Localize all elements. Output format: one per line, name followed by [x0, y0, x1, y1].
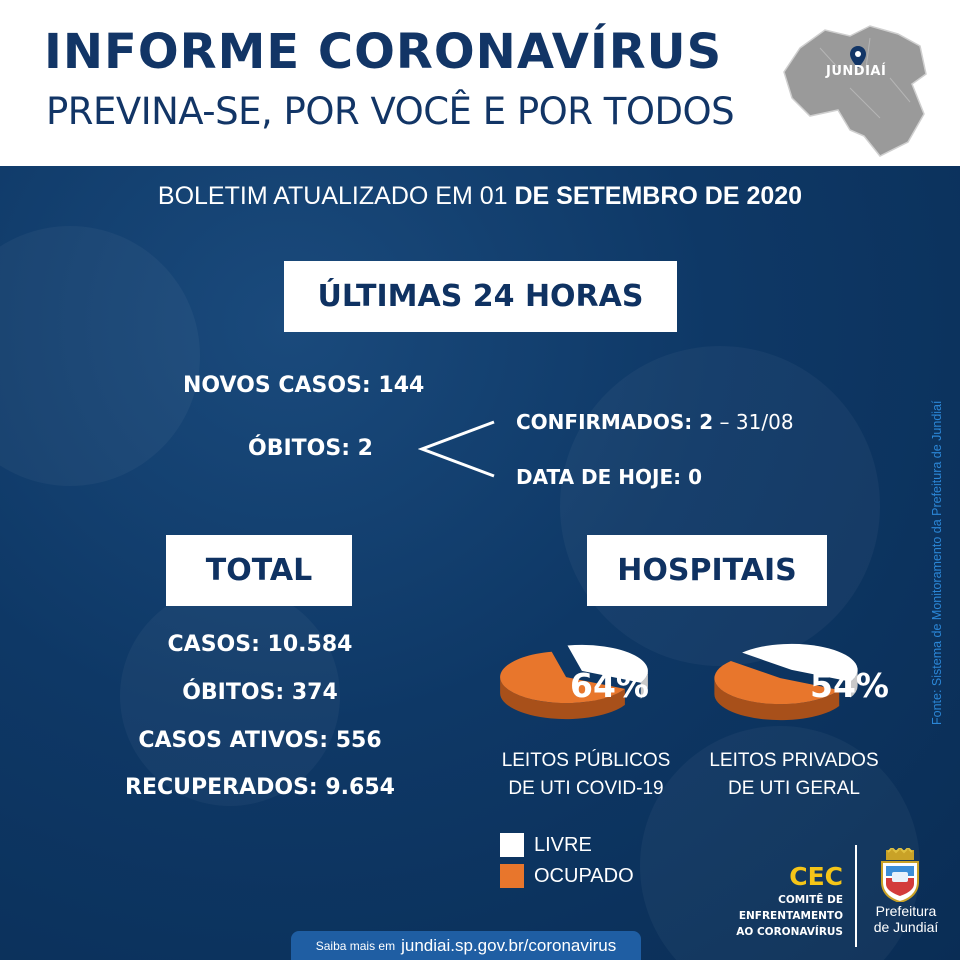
hospitais-heading: HOSPITAIS [587, 535, 827, 606]
saiba-mais-bar: Saiba mais em jundiai.sp.gov.br/coronavi… [291, 931, 641, 960]
comite-label: COMITÊ DE ENFRENTAMENTO AO CORONAVÍRUS [736, 894, 843, 938]
jundiai-map-icon [783, 25, 927, 157]
bulletin-prefix: BOLETIM ATUALIZADO EM 01 [157, 182, 515, 210]
pie-publicos [500, 644, 648, 720]
leitos-privados-label: LEITOS PRIVADOS DE UTI GERAL [694, 747, 894, 803]
obitos-24h: ÓBITOS: 2 [248, 436, 373, 461]
leitos-publicos-label: LEITOS PÚBLICOS DE UTI COVID-19 [486, 747, 686, 803]
confirmados: CONFIRMADOS: 2 – 31/08 [516, 410, 794, 434]
map-label: JUNDIAÍ [826, 64, 887, 79]
saiba-prefix: Saiba mais em [315, 938, 396, 953]
pct-privados: 54% [810, 666, 889, 705]
pie-publicos-occupied-slice [500, 651, 625, 704]
last-24h-heading: ÚLTIMAS 24 HORAS [284, 261, 677, 332]
confirmados-date: – 31/08 [713, 410, 794, 434]
total-heading: TOTAL [166, 535, 352, 606]
page-subtitle: PREVINA-SE, POR VOCÊ E POR TODOS [46, 90, 735, 133]
legend-ocupado-swatch [500, 864, 524, 888]
leitos-privados-line1: LEITOS PRIVADOS [709, 750, 879, 771]
legend-livre: LIVRE [534, 834, 592, 856]
pie-privados-free-slice [742, 643, 858, 682]
prefeitura-label: Prefeitura de Jundiaí [873, 903, 939, 935]
pie-privados-occupied-side [714, 678, 840, 721]
pie-privados-occupied-slice [714, 660, 840, 705]
pie-privados [714, 643, 858, 721]
split-bracket [418, 420, 495, 478]
total-casos: CASOS: 10.584 [167, 632, 353, 657]
legend-ocupado: OCUPADO [534, 865, 634, 887]
novos-casos: NOVOS CASOS: 144 [183, 373, 425, 398]
source-note: Fonte: Sistema de Monitoramento da Prefe… [930, 400, 944, 725]
cec-logo: CEC [789, 862, 843, 891]
saiba-url-link[interactable]: jundiai.sp.gov.br/coronavirus [401, 935, 617, 955]
total-obitos: ÓBITOS: 374 [182, 680, 338, 705]
pie-publicos-free-slice [567, 644, 648, 683]
leitos-publicos-line2: DE UTI COVID-19 [508, 778, 664, 799]
pie-publicos-free-side [640, 670, 648, 699]
pct-publicos: 64% [570, 666, 649, 705]
coat-of-arms-icon [881, 848, 919, 902]
header: INFORME CORONAVÍRUS PREVINA-SE, POR VOCÊ… [0, 0, 960, 166]
leitos-publicos-line1: LEITOS PÚBLICOS [501, 750, 671, 771]
footer-divider [855, 845, 857, 947]
legend-livre-swatch [500, 833, 524, 857]
bulletin-date: BOLETIM ATUALIZADO EM 01 DE SETEMBRO DE … [0, 182, 960, 211]
total-recuperados: RECUPERADOS: 9.654 [125, 775, 395, 800]
data-de-hoje: DATA DE HOJE: 0 [516, 465, 703, 489]
bulletin-date-bold: DE SETEMBRO DE 2020 [514, 182, 803, 210]
pie-privados-free-side [850, 669, 858, 698]
map-pin-icon [850, 46, 866, 68]
confirmados-label: CONFIRMADOS: 2 [516, 410, 714, 434]
page-title: INFORME CORONAVÍRUS [44, 24, 723, 80]
pie-publicos-occupied-side [500, 677, 625, 720]
leitos-privados-line2: DE UTI GERAL [728, 778, 860, 799]
total-ativos: CASOS ATIVOS: 556 [138, 728, 382, 753]
